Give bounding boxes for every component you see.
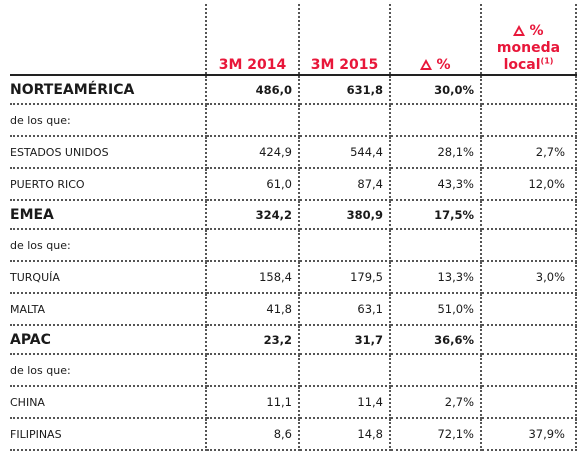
header-local-line1: % [529,23,544,39]
row-label: TURQUÍA [10,261,207,294]
cell-3m-2014: 158,4 [206,261,300,294]
cell-delta-local: 3,0% [481,261,577,294]
table-row: de los que: [10,104,577,137]
cell-3m-2014 [206,104,300,137]
row-label: de los que: [10,354,207,387]
cell-3m-2014: 486,0 [206,75,300,105]
row-label: FILIPINAS [10,418,207,451]
header-3m-2014: 3M 2014 [206,4,300,76]
cell-delta-pct [390,229,482,262]
cell-3m-2015: 631,8 [299,75,391,105]
cell-3m-2014: 23,2 [206,325,300,355]
cell-3m-2014: 424,9 [206,136,300,169]
cell-3m-2015 [299,229,391,262]
table-row: NORTEAMÉRICA 486,0 631,8 30,0% [10,75,577,105]
cell-3m-2014: 11,1 [206,386,300,419]
row-label: APAC [10,325,207,355]
cell-3m-2014: 61,0 [206,168,300,201]
cell-3m-2015: 31,7 [299,325,391,355]
table-row: de los que: [10,229,577,262]
cell-delta-pct: 17,5% [390,200,482,230]
cell-3m-2015: 380,9 [299,200,391,230]
table-row: de los que: [10,354,577,387]
row-label: PUERTO RICO [10,168,207,201]
footnote-marker: (1) [540,56,554,66]
cell-3m-2015 [299,104,391,137]
cell-delta-local [481,354,577,387]
table-row: APAC 23,2 31,7 36,6% [10,325,577,355]
table-row: TURQUÍA 158,4 179,5 13,3% 3,0% [10,261,577,294]
cell-delta-pct: 30,0% [390,75,482,105]
cell-delta-pct [390,104,482,137]
header-empty-cell [10,4,207,76]
cell-delta-local: 12,0% [481,168,577,201]
header-3m-2015: 3M 2015 [299,4,391,76]
table-row: CHINA 11,1 11,4 2,7% [10,386,577,419]
table-header-row: 3M 2014 3M 2015 % % moneda local(1) [10,4,577,76]
cell-delta-local [481,200,577,230]
header-local-line3: local [503,57,541,73]
cell-delta-pct: 72,1% [390,418,482,451]
cell-delta-local [481,386,577,419]
cell-delta-local: 37,9% [481,418,577,451]
regional-results-table: 3M 2014 3M 2015 % % moneda local(1) NORT… [10,4,577,451]
cell-3m-2015: 63,1 [299,293,391,326]
cell-3m-2014 [206,354,300,387]
cell-3m-2014 [206,229,300,262]
cell-delta-local [481,75,577,105]
table-body: NORTEAMÉRICA 486,0 631,8 30,0% de los que: ES… [10,75,577,451]
cell-3m-2014: 41,8 [206,293,300,326]
header-delta-local: % moneda local(1) [481,4,577,76]
cell-delta-pct [390,354,482,387]
cell-3m-2015: 544,4 [299,136,391,169]
cell-3m-2015: 179,5 [299,261,391,294]
cell-delta-pct: 13,3% [390,261,482,294]
cell-3m-2014: 324,2 [206,200,300,230]
header-local-line2: moneda [496,40,561,56]
cell-3m-2014: 8,6 [206,418,300,451]
row-label: CHINA [10,386,207,419]
cell-delta-pct: 28,1% [390,136,482,169]
header-delta-pct: % [390,4,482,76]
cell-delta-pct: 36,6% [390,325,482,355]
cell-delta-local [481,325,577,355]
table-row: MALTA 41,8 63,1 51,0% [10,293,577,326]
cell-delta-pct: 51,0% [390,293,482,326]
cell-delta-local [481,293,577,326]
cell-3m-2015: 87,4 [299,168,391,201]
table-row: PUERTO RICO 61,0 87,4 43,3% 12,0% [10,168,577,201]
row-label: de los que: [10,229,207,262]
cell-3m-2015: 11,4 [299,386,391,419]
table-row: EMEA 324,2 380,9 17,5% [10,200,577,230]
cell-3m-2015 [299,354,391,387]
row-label: EMEA [10,200,207,230]
table-row: ESTADOS UNIDOS 424,9 544,4 28,1% 2,7% [10,136,577,169]
cell-delta-local [481,104,577,137]
row-label: MALTA [10,293,207,326]
row-label: ESTADOS UNIDOS [10,136,207,169]
delta-icon [420,59,433,70]
row-label: de los que: [10,104,207,137]
table-row: FILIPINAS 8,6 14,8 72,1% 37,9% [10,418,577,451]
delta-icon [513,25,526,36]
header-delta-label: % [436,57,451,73]
cell-3m-2015: 14,8 [299,418,391,451]
row-label: NORTEAMÉRICA [10,75,207,105]
cell-delta-local: 2,7% [481,136,577,169]
cell-delta-pct: 2,7% [390,386,482,419]
cell-delta-local [481,229,577,262]
cell-delta-pct: 43,3% [390,168,482,201]
